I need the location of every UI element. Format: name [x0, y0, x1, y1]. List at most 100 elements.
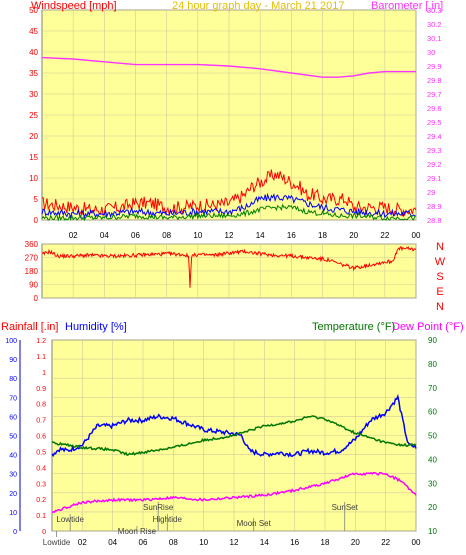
x-tick-label: 16 — [287, 231, 296, 240]
left-tick-label: 25 — [29, 111, 38, 120]
x-tick-label: 08 — [162, 231, 171, 240]
rain-tick-label: 0.4 — [36, 465, 46, 472]
temp-tick-label: 90 — [428, 336, 437, 345]
compass-label: S — [436, 271, 443, 283]
temp-tick-label: 20 — [428, 503, 437, 512]
x-tick-label: 10 — [199, 538, 208, 547]
event-label: Lowtide — [43, 538, 71, 547]
right-tick-label: 28.8 — [427, 216, 442, 225]
x-tick-label: 10 — [193, 231, 202, 240]
rain-tick-label: 0.1 — [36, 513, 46, 520]
rain-tick-label: 0.9 — [36, 386, 46, 393]
humidity-tick-label: 60 — [9, 414, 17, 421]
compass-label: N — [436, 301, 444, 313]
dewpoint-label: Dew Point (°F) — [392, 321, 464, 333]
x-tick-label: 18 — [321, 538, 330, 547]
left-tick-label: 35 — [29, 69, 38, 78]
right-tick-label: 29.1 — [427, 174, 442, 183]
temp-tick-label: 40 — [428, 455, 437, 464]
x-tick-label: 20 — [351, 538, 360, 547]
humidity-tick-label: 90 — [9, 357, 17, 364]
rain-tick-label: 0.7 — [36, 418, 46, 425]
temp-tick-label: 80 — [428, 360, 437, 369]
event-label: Lowtide — [56, 515, 84, 524]
humidity-tick-label: 30 — [9, 472, 17, 479]
humidity-tick-label: 70 — [9, 395, 17, 402]
event-label: Moon Set — [237, 519, 272, 528]
rain-tick-label: 0.5 — [36, 449, 46, 456]
right-tick-label: 29.8 — [427, 76, 442, 85]
event-label: Hightide — [153, 515, 183, 524]
humidity-temp-panel: Lowtide Moon Rise SunRise Hightide Moon Set S… — [5, 336, 437, 547]
humidity-tick-label: 0 — [13, 529, 17, 536]
right-tick-label: 30.1 — [427, 34, 442, 43]
humidity-tick-label: 80 — [9, 376, 17, 383]
right-tick-label: 29.9 — [427, 62, 442, 71]
direction-tick-label: 90 — [29, 281, 38, 290]
temp-tick-label: 30 — [428, 479, 437, 488]
compass-label: N — [436, 241, 444, 253]
rain-tick-label: 1.1 — [36, 354, 46, 361]
compass-label: W — [435, 256, 446, 268]
x-tick-label: 20 — [349, 231, 358, 240]
x-tick-label: 06 — [131, 231, 140, 240]
right-tick-label: 29 — [427, 188, 435, 197]
event-label: SunRise — [143, 503, 174, 512]
rainfall-label: Rainfall [.in] — [1, 321, 58, 333]
right-tick-label: 29.3 — [427, 146, 442, 155]
temp-tick-label: 70 — [428, 384, 437, 393]
x-tick-label: 00 — [412, 231, 421, 240]
right-tick-label: 28.9 — [427, 202, 442, 211]
compass-label: E — [436, 286, 443, 298]
x-tick-label: 08 — [169, 538, 178, 547]
temp-tick-label: 60 — [428, 408, 437, 417]
left-tick-label: 5 — [34, 195, 39, 204]
humidity-tick-label: 50 — [9, 434, 17, 441]
top-panel: 0 5 10 15 20 25 30 35 40 45 50 28.8 28.9 29 29.1 29.2 2… — [29, 6, 442, 240]
x-tick-label: 04 — [108, 538, 117, 547]
direction-tick-label: 180 — [25, 267, 39, 276]
left-tick-label: 40 — [29, 48, 38, 57]
left-tick-label: 10 — [29, 174, 38, 183]
temp-tick-label: 10 — [428, 527, 437, 536]
humidity-tick-label: 40 — [9, 453, 17, 460]
windspeed-label: Windspeed [mph] — [31, 0, 117, 12]
series-temperature-f- — [51, 415, 417, 457]
direction-tick-label: 360 — [25, 240, 39, 249]
left-tick-label: 20 — [29, 132, 38, 141]
left-tick-label: 15 — [29, 153, 38, 162]
x-tick-label: 06 — [139, 538, 148, 547]
x-tick-label: 02 — [78, 538, 87, 547]
wind-average-line — [41, 192, 417, 220]
humidity-label: Humidity [%] — [65, 321, 127, 333]
series-dew-point-f- — [51, 471, 417, 514]
rain-tick-label: 1.2 — [36, 338, 46, 345]
left-tick-label: 45 — [29, 27, 38, 36]
x-tick-label: 14 — [260, 538, 269, 547]
x-tick-label: 22 — [380, 231, 389, 240]
right-tick-label: 29.2 — [427, 160, 442, 169]
rain-tick-label: 0 — [42, 529, 46, 536]
humidity-tick-label: 100 — [5, 338, 17, 345]
left-tick-label: 0 — [34, 216, 39, 225]
rain-tick-label: 0.2 — [36, 497, 46, 504]
x-tick-label: 00 — [412, 538, 421, 547]
right-tick-label: 30 — [427, 48, 435, 57]
right-tick-label: 29.5 — [427, 118, 442, 127]
right-tick-label: 29.7 — [427, 90, 442, 99]
x-tick-label: 12 — [225, 231, 234, 240]
rain-tick-label: 0.8 — [36, 402, 46, 409]
rain-tick-label: 0.6 — [36, 434, 46, 441]
temperature-label: Temperature (°F) — [312, 321, 395, 333]
graph-title: 24 hour graph day - March 21 2017 — [172, 0, 344, 12]
temp-tick-label: 50 — [428, 432, 437, 441]
humidity-tick-label: 20 — [9, 491, 17, 498]
right-tick-label: 30.3 — [427, 6, 442, 15]
x-tick-label: 04 — [100, 231, 109, 240]
x-tick-label: 22 — [381, 538, 390, 547]
left-tick-label: 30 — [29, 90, 38, 99]
direction-tick-label: 270 — [25, 254, 39, 263]
right-tick-label: 29.6 — [427, 104, 442, 113]
humidity-tick-label: 10 — [9, 510, 17, 517]
